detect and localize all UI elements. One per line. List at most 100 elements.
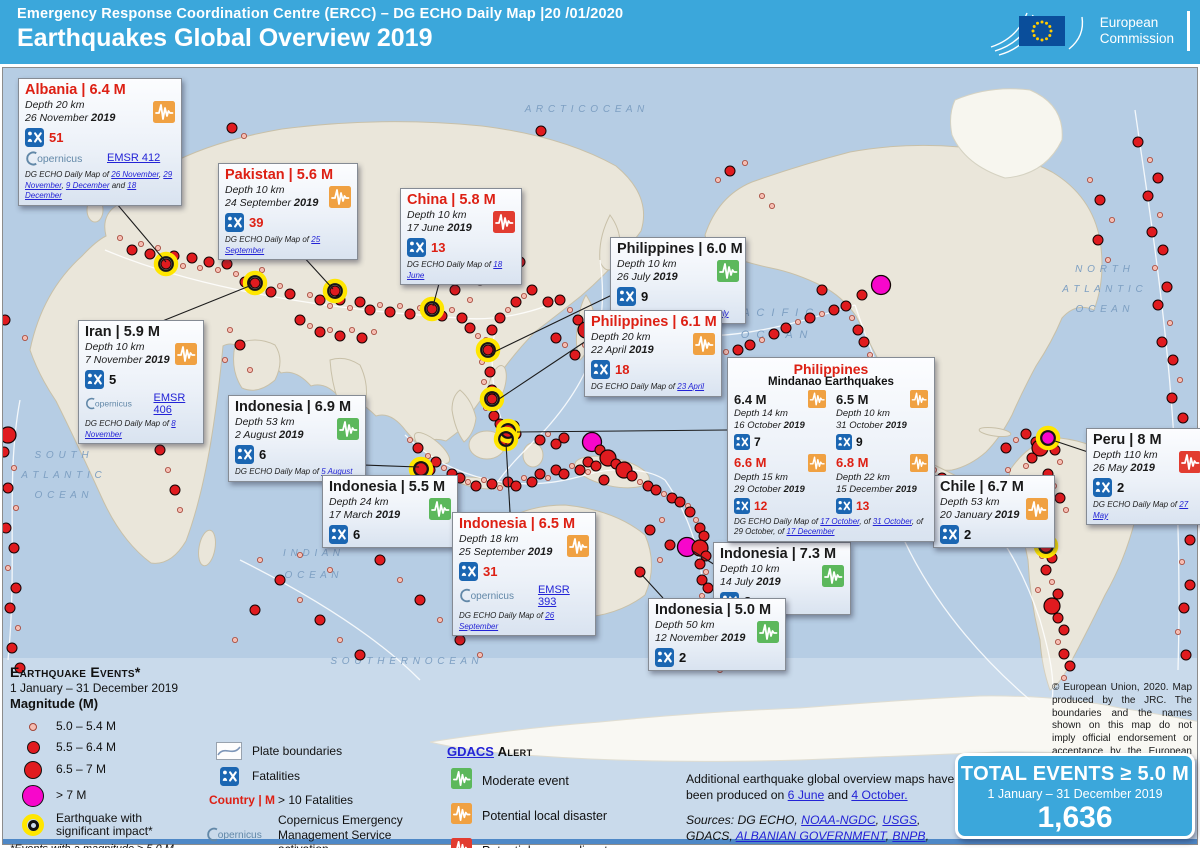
- earthquake-dot: [449, 284, 461, 296]
- earthquake-dot: [1035, 587, 1042, 594]
- event-callout: China | 5.8 M Depth 10 km 17 June 2019 1…: [400, 188, 522, 286]
- earthquake-dot: [3, 426, 17, 444]
- gdacs-alert-icon: [175, 343, 197, 366]
- total-events-value: 1,636: [1037, 801, 1113, 834]
- quad-magnitude: 6.5 M: [836, 391, 869, 407]
- earthquake-dot: [221, 356, 228, 363]
- daily-map-link[interactable]: 18 June: [407, 259, 503, 280]
- daily-map-text: DG ECHO Daily Map of: [25, 169, 112, 179]
- daily-map-link[interactable]: 17 October: [820, 516, 860, 526]
- daily-map-link[interactable]: 9 December: [65, 180, 110, 190]
- gdacs-link[interactable]: GDACS: [447, 744, 494, 759]
- fatalities-icon: [225, 212, 244, 232]
- earthquake-dot: [696, 574, 708, 586]
- earthquake-dot: [723, 348, 730, 355]
- earthquake-dot: [574, 464, 586, 476]
- earthquake-dot: [356, 332, 368, 344]
- earthquake-dot: [1040, 564, 1052, 576]
- legend-class-label: Earthquake with significant impact*: [56, 810, 153, 839]
- earthquake-dot: [684, 506, 696, 518]
- ndrrnc-link[interactable]: NDRRNC: [732, 846, 785, 848]
- daily-map-link[interactable]: 25 September: [225, 234, 321, 255]
- earthquake-dot: [326, 302, 333, 309]
- earthquake-dot: [1063, 506, 1070, 513]
- ndma-link[interactable]: NDMA: [686, 846, 721, 848]
- earthquake-dot: [314, 614, 326, 626]
- daily-map-link[interactable]: 31 October: [872, 516, 912, 526]
- fatality-count: 12: [754, 498, 768, 513]
- earthquake-dot: [1005, 466, 1012, 473]
- fatality-count: 5: [109, 371, 117, 387]
- callout-title: Indonesia | 5.5 M: [329, 479, 446, 495]
- earthquake-dot: [412, 442, 424, 454]
- fatality-count: 6: [353, 526, 361, 542]
- noaa-ngdc-link[interactable]: NOAA-NGDC: [801, 813, 876, 827]
- earthquake-dot: [534, 468, 546, 480]
- fatality-count: 9: [641, 288, 649, 304]
- callout-date: 20 January 2019: [940, 509, 1020, 522]
- earthquake-dot: [160, 258, 172, 270]
- earthquake-dot: [1132, 136, 1144, 148]
- october-4-link[interactable]: 4 October.: [851, 787, 908, 802]
- daily-map-link[interactable]: 18 December: [25, 180, 137, 201]
- ocean-label: O C E A N: [285, 570, 340, 581]
- legend-symbols: Plate boundaries Fatalities Country | M …: [206, 742, 436, 848]
- event-callout: Chile | 6.7 M Depth 53 km 20 January 201…: [933, 475, 1055, 548]
- daily-map-text: DG ECHO Daily Map of: [85, 418, 172, 428]
- copernicus-logo: opernicus: [207, 828, 262, 842]
- fatality-count: 51: [49, 129, 64, 145]
- earthquake-dot: [759, 192, 766, 199]
- earthquake-dot: [226, 326, 233, 333]
- bnpb-link[interactable]: BNPB: [892, 829, 926, 844]
- earthquake-dot: [1109, 216, 1116, 223]
- daily-map-link[interactable]: 8 November: [85, 418, 176, 439]
- earthquake-dot: [504, 306, 511, 313]
- callout-fatalities: 31: [459, 561, 589, 581]
- callout-date: 17 June 2019: [407, 222, 472, 235]
- legend-class-label: 5.5 – 6.4 M: [56, 739, 117, 754]
- callout-date: 2 August 2019: [235, 429, 304, 442]
- earthquake-dot: [374, 554, 386, 566]
- callout-fatalities: 2: [655, 647, 779, 667]
- earthquake-dot: [1161, 281, 1173, 293]
- callout-date: 26 November 2019: [25, 112, 116, 125]
- callout-date: 12 November 2019: [655, 632, 746, 645]
- event-callout: Pakistan | 5.6 M Depth 10 km 24 Septembe…: [218, 163, 358, 261]
- significant-impact-ring: [419, 296, 445, 322]
- earthquake-dot: [1055, 639, 1062, 646]
- european-commission-logo: European Commission: [989, 5, 1190, 57]
- emsr-link[interactable]: EMSR 393: [537, 583, 570, 608]
- daily-map-link[interactable]: 17 December: [786, 527, 835, 537]
- event-callout: Albania | 6.4 M Depth 20 km 26 November …: [18, 78, 182, 207]
- daily-map-link[interactable]: 27 May: [1093, 499, 1189, 520]
- daily-map-text: DG ECHO Daily Map of: [591, 381, 678, 391]
- daily-map-link[interactable]: 5 August: [321, 466, 353, 476]
- albanian-government-link[interactable]: ALBANIAN GOVERNMENT: [735, 829, 886, 844]
- earthquake-dot: [780, 322, 792, 334]
- earthquake-dot: [637, 478, 644, 485]
- significant-impact-ring: [153, 251, 179, 277]
- daily-map-link[interactable]: 26 November: [111, 169, 159, 179]
- earthquake-dot: [849, 314, 856, 321]
- usgs-link[interactable]: USGS: [882, 813, 917, 827]
- callout-depth: Depth 20 km: [591, 331, 651, 343]
- legend-class-row: 5.0 – 5.4 M: [10, 719, 228, 734]
- daily-map-link[interactable]: 29 November: [25, 169, 173, 190]
- earthquake-dot: [744, 339, 756, 351]
- earthquake-dot: [1179, 559, 1186, 566]
- june-6-link[interactable]: 6 June: [787, 787, 825, 802]
- daily-map-link[interactable]: 26 September: [459, 610, 555, 631]
- emsr-link[interactable]: EMSR 406: [153, 391, 186, 416]
- callout-leader-line: [1054, 440, 1089, 453]
- earthquake-dot: [424, 452, 431, 459]
- significant-impact-ring: [1035, 425, 1061, 451]
- callout-leader-line: [516, 429, 728, 433]
- earthquake-dot: [196, 264, 203, 271]
- gdacs-alert-icon: [808, 390, 826, 408]
- legend-magnitude-label: Magnitude (M): [10, 696, 99, 711]
- emsr-link[interactable]: EMSR 412: [107, 152, 161, 165]
- daily-map-link[interactable]: 23 April: [677, 381, 705, 391]
- earthquake-dot: [265, 286, 277, 298]
- earthquake-dot: [1064, 660, 1076, 672]
- significant-impact-ring: [479, 386, 505, 412]
